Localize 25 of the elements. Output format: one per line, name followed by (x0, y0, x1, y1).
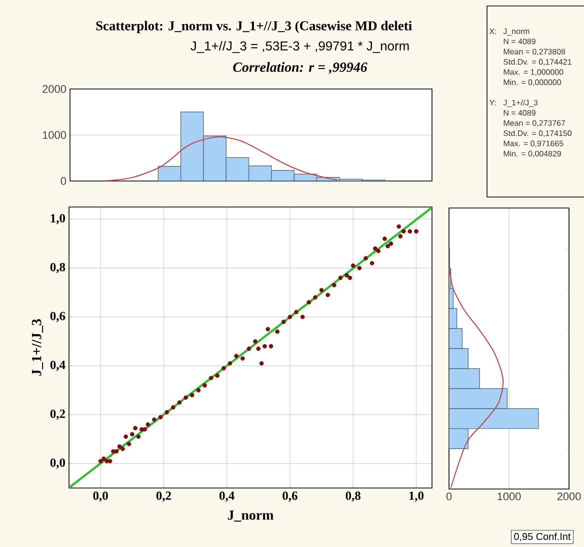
x-tick-label: 1000 (498, 492, 521, 500)
y-tick-label: 0,4 (50, 360, 66, 371)
x-axis-title: J_norm (228, 510, 274, 522)
y-tick-label: 0,2 (50, 410, 65, 420)
x-tick-label: 0,4 (220, 492, 234, 502)
y-tick-label: 1000 (42, 131, 66, 139)
x-tick-label: 0,0 (93, 492, 108, 502)
text: Correlation: r = ,99946 (233, 62, 368, 74)
text: 0,95 Conf.Int (514, 532, 571, 542)
y-tick-label: 0,8 (50, 262, 66, 274)
x-tick-label: 0 (446, 492, 452, 500)
y-axis-title: J_1+//J_3 (32, 319, 44, 376)
x-tick-label: 0,6 (282, 492, 298, 502)
chart-subtitle: J_1+//J_3 = ,53E-3 + ,99791 * J_norm (190, 41, 409, 53)
line-series (104, 136, 338, 181)
x-tick-label: 2000 (557, 492, 581, 500)
y-tick-label: 0,6 (50, 312, 66, 322)
x-tick-label: 1,0 (409, 492, 424, 502)
y-tick-label: 2000 (42, 85, 66, 93)
y-tick-label: 1,0 (50, 214, 66, 224)
y-tick-label: 0 (60, 177, 66, 185)
x-tick-label: 0,2 (156, 492, 171, 502)
x-tick-label: 0,8 (346, 492, 360, 502)
y-tick-label: 0,0 (50, 458, 66, 469)
chart-title: Scatterplot: J_norm vs. J_1+//J_3 (Casewise MD deleti (96, 20, 412, 34)
